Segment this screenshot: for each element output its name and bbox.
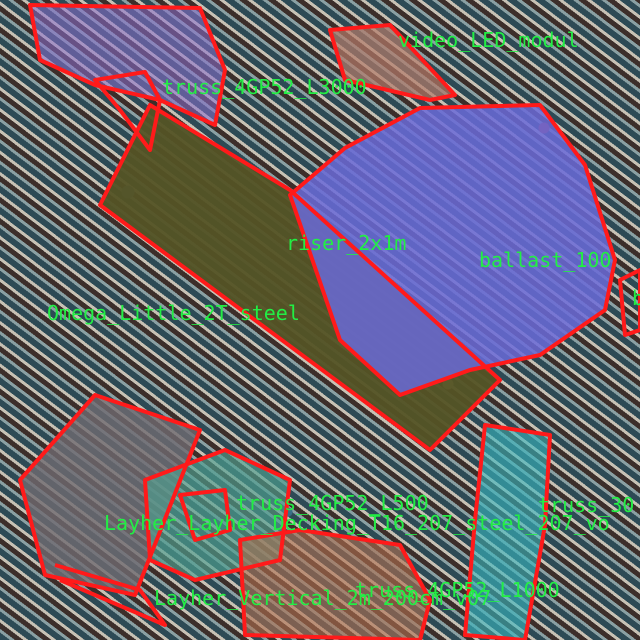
label-truss-l1000: truss_4GP52_L1000: [355, 578, 560, 602]
bar-outline: [54, 563, 167, 627]
video-led-module: [330, 25, 455, 100]
grey-panel: [20, 395, 200, 595]
outline-group: [18, 3, 640, 640]
ballast-edge-outline: [618, 268, 640, 337]
label-omega-little: Omega_Little_2T_steel: [47, 301, 300, 325]
cyan-truss-outline: [463, 423, 552, 640]
deck-panel-outline: [98, 103, 502, 452]
label-truss-30: truss_30: [538, 493, 635, 517]
inner-frame-outline: [178, 488, 232, 542]
orange-frame-outline: [238, 528, 432, 640]
riser-box: [290, 105, 615, 395]
label-truss-l500: truss_4GP52_L500: [236, 491, 429, 515]
truss-top-left: [30, 5, 225, 125]
truss-top-left-outline: [28, 3, 227, 127]
label-ballast: ballast_100: [479, 248, 612, 272]
truss-l3000-outline: [93, 70, 162, 152]
video-led-outline: [328, 23, 457, 102]
label-layher-vertical: Layher_Vertical_2m_200cm_v07: [154, 586, 492, 610]
label-truss-l3000: truss_4GP52_L3000: [162, 75, 367, 99]
label-riser: riser_2x1m: [286, 231, 407, 255]
label-b: b: [632, 286, 640, 310]
label-layher-decking: Layher_Layher_Decking_T16_207_steel_207_…: [104, 511, 610, 535]
green-truss-outline: [143, 448, 292, 582]
cyan-truss: [465, 425, 550, 640]
label-video-led-module: video_LED_modul: [398, 28, 579, 52]
riser-box-outline: [288, 103, 617, 397]
orange-frame: [240, 530, 430, 640]
grey-panel-outline: [18, 393, 202, 597]
